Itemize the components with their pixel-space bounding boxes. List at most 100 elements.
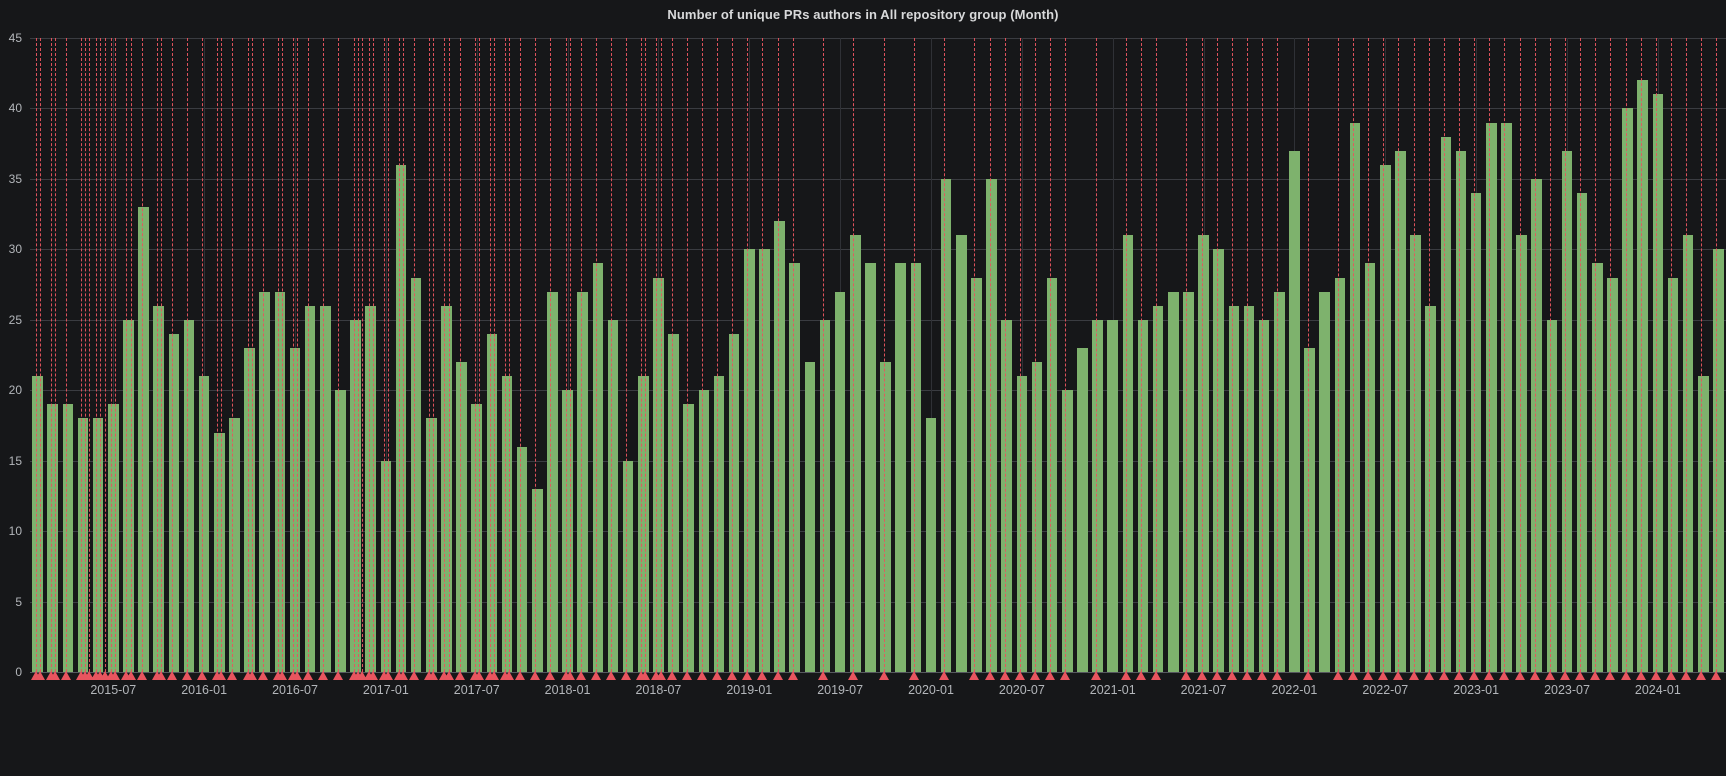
annotation-marker-icon[interactable] — [1438, 671, 1449, 680]
annotation-marker-icon[interactable] — [1348, 671, 1358, 680]
annotation-marker-icon[interactable] — [1590, 671, 1601, 680]
annotation-marker-icon[interactable] — [818, 671, 828, 680]
annotation-marker-icon[interactable] — [125, 671, 136, 680]
annotation-marker-icon[interactable] — [99, 671, 110, 680]
bar[interactable] — [365, 305, 376, 672]
bar[interactable] — [804, 362, 816, 672]
annotation-marker-icon[interactable] — [318, 671, 329, 680]
annotation-marker-icon[interactable] — [696, 671, 707, 680]
bar[interactable] — [1031, 362, 1043, 672]
bar[interactable] — [637, 376, 649, 672]
annotation-marker-icon[interactable] — [1242, 671, 1252, 680]
annotation-marker-icon[interactable] — [1136, 671, 1146, 680]
bar[interactable] — [153, 305, 164, 672]
bar[interactable] — [1470, 192, 1482, 672]
bar[interactable] — [1395, 150, 1406, 672]
annotation-marker-icon[interactable] — [166, 671, 177, 680]
annotation-marker-icon[interactable] — [34, 671, 45, 680]
bar[interactable] — [547, 291, 558, 672]
annotation-marker-icon[interactable] — [515, 671, 526, 680]
bar[interactable] — [1122, 235, 1134, 672]
annotation-marker-icon[interactable] — [1605, 671, 1616, 680]
annotation-marker-icon[interactable] — [1030, 671, 1040, 680]
annotation-marker-icon[interactable] — [303, 671, 314, 680]
annotation-marker-icon[interactable] — [1060, 671, 1071, 680]
bar[interactable] — [1016, 376, 1028, 672]
bar[interactable] — [1379, 164, 1391, 672]
bar[interactable] — [1622, 108, 1633, 672]
bar[interactable] — [986, 178, 997, 672]
annotation-marker-icon[interactable] — [1196, 671, 1207, 680]
bar[interactable] — [350, 319, 361, 672]
bar[interactable] — [1440, 136, 1452, 672]
annotation-marker-icon[interactable] — [197, 671, 208, 680]
annotation-marker-icon[interactable] — [655, 671, 666, 680]
annotation-marker-icon[interactable] — [182, 671, 192, 680]
annotation-marker-icon[interactable] — [908, 671, 919, 680]
annotation-marker-icon[interactable] — [787, 671, 798, 680]
bar[interactable] — [622, 460, 634, 672]
bar[interactable] — [910, 263, 922, 672]
annotation-marker-icon[interactable] — [1529, 671, 1540, 680]
annotation-marker-icon[interactable] — [984, 671, 995, 680]
bar[interactable] — [940, 178, 952, 672]
annotation-marker-icon[interactable] — [1363, 671, 1374, 680]
bar[interactable] — [774, 221, 785, 672]
bar[interactable] — [1077, 347, 1088, 672]
bar[interactable] — [47, 404, 58, 672]
annotation-marker-icon[interactable] — [772, 671, 783, 680]
annotation-marker-icon[interactable] — [1408, 671, 1419, 680]
annotation-marker-icon[interactable] — [742, 671, 753, 680]
bar[interactable] — [1516, 235, 1527, 672]
bar[interactable] — [955, 235, 967, 672]
bar[interactable] — [1137, 319, 1149, 672]
bar[interactable] — [259, 291, 270, 672]
bar[interactable] — [410, 277, 422, 672]
annotation-marker-icon[interactable] — [1544, 671, 1555, 680]
bar[interactable] — [1304, 347, 1315, 672]
annotation-marker-icon[interactable] — [356, 671, 367, 680]
bar[interactable] — [229, 418, 240, 672]
annotation-marker-icon[interactable] — [1635, 671, 1646, 680]
bar[interactable] — [1576, 192, 1588, 672]
annotation-marker-icon[interactable] — [1211, 671, 1222, 680]
bar[interactable] — [592, 263, 604, 672]
bar[interactable] — [1652, 94, 1664, 672]
bar[interactable] — [759, 249, 770, 672]
annotation-marker-icon[interactable] — [1454, 671, 1464, 680]
bar[interactable] — [683, 404, 694, 672]
bar[interactable] — [441, 305, 452, 672]
annotation-marker-icon[interactable] — [1181, 671, 1192, 680]
annotation-marker-icon[interactable] — [489, 671, 500, 680]
bar[interactable] — [1001, 319, 1012, 672]
bar[interactable] — [1273, 291, 1285, 672]
bar[interactable] — [743, 249, 755, 672]
annotation-marker-icon[interactable] — [1499, 671, 1510, 680]
annotation-marker-icon[interactable] — [1620, 671, 1631, 680]
bar[interactable] — [62, 404, 74, 672]
annotation-marker-icon[interactable] — [504, 671, 515, 680]
bar[interactable] — [562, 390, 573, 672]
bar[interactable] — [198, 376, 210, 672]
annotation-marker-icon[interactable] — [1681, 671, 1692, 680]
bar[interactable] — [183, 319, 195, 672]
bar[interactable] — [1561, 150, 1573, 672]
annotation-marker-icon[interactable] — [383, 671, 394, 680]
bar[interactable] — [1319, 291, 1330, 672]
annotation-marker-icon[interactable] — [575, 671, 586, 680]
bar[interactable] — [471, 404, 482, 672]
bar[interactable] — [456, 362, 467, 672]
bar[interactable] — [1667, 277, 1679, 672]
annotation-marker-icon[interactable] — [292, 671, 303, 680]
annotation-marker-icon[interactable] — [1302, 671, 1313, 680]
bar[interactable] — [319, 305, 331, 672]
annotation-marker-icon[interactable] — [110, 671, 121, 680]
annotation-marker-icon[interactable] — [1484, 671, 1495, 680]
annotation-marker-icon[interactable] — [1696, 671, 1707, 680]
bar[interactable] — [1092, 319, 1103, 672]
bar[interactable] — [1243, 305, 1255, 672]
bar[interactable] — [1107, 319, 1118, 672]
bar[interactable] — [865, 263, 876, 672]
bar[interactable] — [577, 291, 588, 672]
annotation-marker-icon[interactable] — [49, 671, 60, 680]
